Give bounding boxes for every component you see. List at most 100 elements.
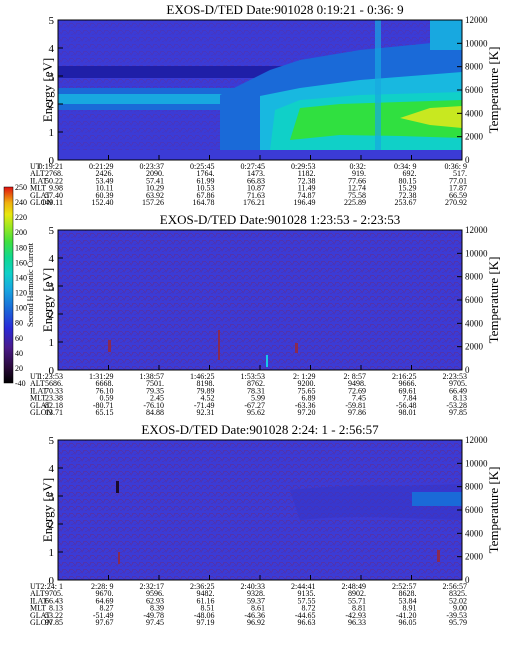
table-cell: 164.78 xyxy=(193,198,215,207)
y2tick-label: 8000 xyxy=(465,482,484,492)
table-cell: 692. xyxy=(403,169,417,178)
panel-1-heatmap xyxy=(58,20,462,160)
colorbar-tick-label: 240 xyxy=(15,198,27,207)
panel-3-title: EXOS-D/TED Date:901028 2:24: 1 - 2:56:57 xyxy=(141,422,379,437)
y2tick-label: 2000 xyxy=(465,132,484,142)
panel-1-ylabel: Energy [eV] xyxy=(40,58,55,122)
table-cell: -56.48 xyxy=(396,401,417,410)
table-cell: 17.87 xyxy=(449,184,467,193)
table-cell: 9498. xyxy=(348,379,366,388)
table-cell: 72.38 xyxy=(399,191,417,200)
y2tick-label: 6000 xyxy=(465,505,484,515)
y2tick-label: 0 xyxy=(465,155,470,165)
table-cell: 2:36:25 xyxy=(190,582,214,591)
table-cell: 62.93 xyxy=(146,596,164,605)
table-cell: 2:40:33 xyxy=(241,582,265,591)
panel-3-yticks: 0 1 2 3 4 5 0 2000 4000 6000 8000 10000 12000 xyxy=(49,435,489,587)
table-cell: 0:34: 9 xyxy=(394,162,416,171)
ytick-label: 4 xyxy=(49,253,55,265)
table-cell: 1473. xyxy=(247,169,265,178)
table-cell: 95.62 xyxy=(247,408,265,417)
table-cell: 76.10 xyxy=(96,386,114,395)
table-cell: 97.85 xyxy=(45,618,63,627)
table-cell: -53.22 xyxy=(42,611,63,620)
table-cell: 66.83 xyxy=(247,176,265,185)
ytick-label: 1 xyxy=(49,127,55,139)
table-row-label: GLAT xyxy=(30,401,51,410)
table-cell: 4.52 xyxy=(201,394,215,403)
table-cell: 1:31:29 xyxy=(89,372,113,381)
table-cell: 77.01 xyxy=(449,176,467,185)
table-cell: 57.55 xyxy=(298,596,316,605)
panel-1-region-topright xyxy=(430,20,462,50)
table-cell: -51.49 xyxy=(93,611,114,620)
table-row-label: UT xyxy=(30,372,41,381)
colorbar-tick-label: 60 xyxy=(15,334,23,343)
table-cell: -53.28 xyxy=(446,401,467,410)
ytick-label: 0 xyxy=(49,365,55,377)
table-cell: 8.51 xyxy=(201,604,215,613)
table-cell: 10.11 xyxy=(96,184,114,193)
y2tick-label: 8000 xyxy=(465,62,484,72)
table-cell: 2:32:17 xyxy=(140,582,164,591)
y2tick-label: 6000 xyxy=(465,85,484,95)
panel-1: EXOS-D/TED Date:901028 0:19:21 - 0:36: 9… xyxy=(40,2,501,167)
table-cell: -44.65 xyxy=(295,611,316,620)
table-row-label: MLT xyxy=(30,394,46,403)
table-cell: 84.88 xyxy=(146,408,164,417)
panel-2-streak-1 xyxy=(108,340,111,352)
colorbar-tick-label: 120 xyxy=(15,289,27,298)
table-cell: 1:53:53 xyxy=(241,372,265,381)
table-cell: 9.98 xyxy=(49,184,63,193)
table-cell: 2.45 xyxy=(150,394,164,403)
table-cell: 50.22 xyxy=(45,176,63,185)
table-row-label: GLAT xyxy=(30,611,51,620)
table-row-label: GLON xyxy=(30,198,52,207)
table-cell: 225.89 xyxy=(344,198,366,207)
panel-2-title: EXOS-D/TED Date:901028 1:23:53 - 2:23:53 xyxy=(160,212,400,227)
colorbar: -40 20 40 60 80 100 120 140 160 180 200 220 240 250 S… xyxy=(3,183,35,388)
table-cell: 253.67 xyxy=(395,198,417,207)
table-cell: 1:23:53 xyxy=(39,372,63,381)
table-cell: 1:46:25 xyxy=(190,372,214,381)
table-row-label: ILAT xyxy=(30,176,47,185)
table-cell: 96.33 xyxy=(348,618,366,627)
table-cell: 65.15 xyxy=(96,408,114,417)
colorbar-tick-label: 220 xyxy=(15,213,27,222)
table-cell: 2:52:57 xyxy=(392,582,416,591)
ytick-label: 0 xyxy=(49,575,55,587)
y2tick-label: 4000 xyxy=(465,108,484,118)
table-cell: 79.89 xyxy=(197,386,215,395)
table-cell: 919. xyxy=(352,169,366,178)
table-cell: 9328. xyxy=(247,589,265,598)
y2tick-label: 4000 xyxy=(465,318,484,328)
y2tick-label: 12000 xyxy=(465,15,488,25)
table-cell: 176.21 xyxy=(243,198,265,207)
y2tick-label: 10000 xyxy=(465,38,488,48)
table-cell: 7.45 xyxy=(352,394,366,403)
table-row-label: ALT xyxy=(30,379,45,388)
table-cell: 80.15 xyxy=(399,176,417,185)
panel-2: EXOS-D/TED Date:901028 1:23:53 - 2:23:53… xyxy=(40,212,501,377)
table-cell: 52.02 xyxy=(449,596,467,605)
table-cell: 152.40 xyxy=(92,198,114,207)
panel-2-streak-2 xyxy=(218,330,220,360)
table-cell: 196.49 xyxy=(294,198,316,207)
table-cell: 53.49 xyxy=(96,176,114,185)
colorbar-gradient xyxy=(3,186,14,384)
panel-1-title: EXOS-D/TED Date:901028 0:19:21 - 0:36: 9 xyxy=(166,2,403,17)
table-cell: 60.39 xyxy=(96,191,114,200)
table-cell: 97.45 xyxy=(146,618,164,627)
y2tick-label: 8000 xyxy=(465,272,484,282)
ytick-label: 1 xyxy=(49,337,55,349)
y2tick-label: 0 xyxy=(465,575,470,585)
table-cell: 6668. xyxy=(96,379,114,388)
table-cell: 96.92 xyxy=(247,618,265,627)
colorbar-label: Second Harmonic Current xyxy=(26,242,35,327)
panel-1-band-cyan-left xyxy=(58,94,228,104)
ytick-label: 3 xyxy=(49,71,55,83)
table-cell: 8.27 xyxy=(100,604,114,613)
table-cell: 10.29 xyxy=(146,184,164,193)
table-cell: -59.81 xyxy=(345,401,366,410)
y2tick-label: 12000 xyxy=(465,435,488,445)
